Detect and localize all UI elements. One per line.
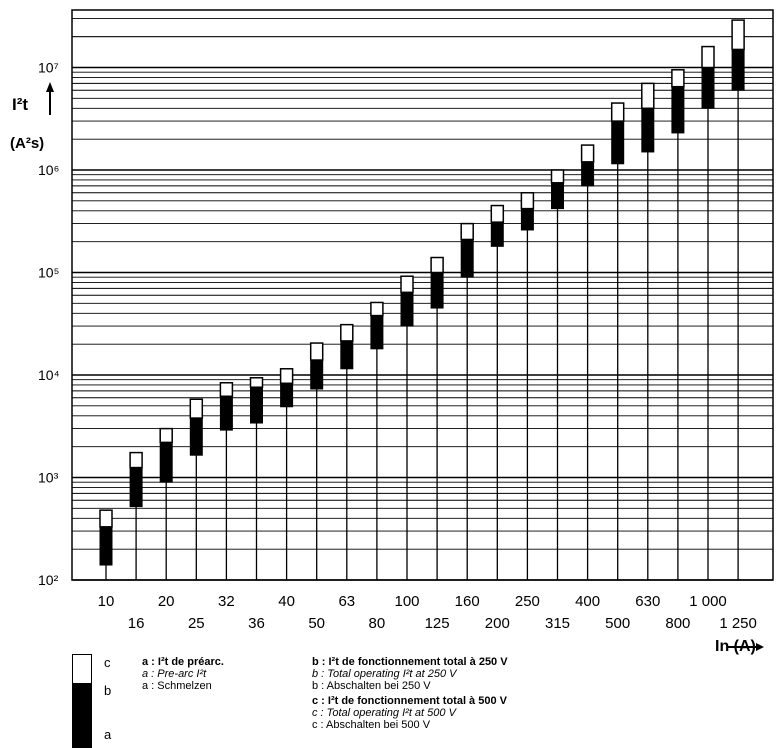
bar-c-50 [309,342,324,361]
bar-c-32 [219,382,234,398]
bar-ab-200 [490,221,504,247]
legend-col-a: a : I²t de préarc. a : Pre-arc I²t a : S… [142,656,224,692]
legend-b-en: b : Total operating I²t at 250 V [312,668,457,680]
bar-ab-1250 [731,48,745,91]
x-tick-label-lower: 16 [128,615,145,632]
x-tick-label-lower: 1 250 [719,615,757,632]
x-tick-label-upper: 32 [218,593,235,610]
bar-c-10 [99,509,113,528]
bar-ab-800 [671,86,685,134]
bar-ab-125 [430,272,444,309]
bar-c-125 [430,256,444,274]
y-tick-label: 10⁴ [38,367,60,383]
bar-c-1000 [701,45,715,69]
bar-c-160 [460,222,474,241]
chart-y-ticks: 10² 10³ 10⁴ 10⁵ 10⁶ 10⁷ [38,60,60,589]
legend-symbol [72,654,92,748]
legend-a-de: a : Schmelzen [142,680,212,692]
x-tick-label-upper: 10 [98,593,115,610]
bar-ab-315 [551,182,564,210]
y-tick-label: 10² [38,572,59,588]
bar-c-630 [641,82,655,110]
bar-ab-1000 [701,67,715,109]
legend-b-de: b : Abschalten bei 250 V [312,680,431,692]
x-tick-label-lower: 500 [605,615,630,632]
y-tick-label: 10⁶ [38,162,59,178]
x-axis-arrow-icon [728,643,764,651]
legend-a-fr: a : I²t de préarc. [142,656,224,668]
x-tick-label-upper: 63 [338,593,355,610]
bar-c-400 [580,144,595,163]
bar-ab-250 [520,208,534,231]
x-tick-label-upper: 400 [575,593,600,610]
chart-bars [99,19,745,580]
bar-c-500 [610,102,625,122]
bar-c-1250 [731,19,745,51]
x-tick-label-upper: 100 [394,593,419,610]
bar-ab-36 [250,386,263,424]
bar-c-36 [249,377,264,388]
y-axis-label-main: I²t [12,95,28,114]
legend-label-a: a [104,727,112,742]
x-tick-label-lower: 800 [665,615,690,632]
legend-label-b: b [104,683,112,698]
bar-ab-100 [400,291,414,327]
y-tick-label: 10³ [38,470,59,486]
x-tick-label-upper: 250 [515,593,540,610]
legend-col-bc: b : I²t de fonctionnement total à 250 V … [312,656,508,731]
legend-c-de: c : Abschalten bei 500 V [312,719,431,731]
legend-c-fr: c : I²t de fonctionnement total à 500 V [312,695,507,707]
legend-a-en: a : Pre-arc I²t [142,668,207,680]
y-axis-label-unit: (A²s) [10,135,44,152]
bar-c-16 [129,451,143,469]
bar-c-40 [279,368,294,385]
bar-ab-80 [370,315,384,350]
legend-c-en: c : Total operating I²t at 500 V [312,707,456,719]
bar-ab-32 [219,395,233,431]
bar-ab-160 [460,238,474,278]
chart-x-labels: 10 20 32 40 63 100 160 250 400 630 1 000 16 25 36 50 80… [98,593,757,632]
bar-ab-50 [310,359,324,390]
x-tick-label-lower: 25 [188,615,205,632]
legend-b-fr: b : I²t de fonctionnement total à 250 V [312,656,508,668]
bar-ab-630 [641,107,655,153]
x-tick-label-upper: 160 [455,593,480,610]
bar-ab-20 [159,441,173,483]
x-tick-label-lower: 50 [308,615,325,632]
x-tick-label-upper: 40 [278,593,295,610]
bar-c-63 [340,323,354,342]
bar-c-20 [159,427,173,444]
legend-symbol-c [73,655,91,683]
x-tick-label-upper: 630 [635,593,660,610]
y-tick-label: 10⁷ [38,60,59,76]
x-tick-label-lower: 315 [545,615,570,632]
bar-c-200 [490,204,505,223]
y-axis-arrow-icon [46,82,54,115]
x-tick-label-lower: 80 [369,615,386,632]
bar-c-315 [550,169,565,184]
bar-ab-10 [99,526,113,566]
x-tick-label-upper: 1 000 [689,593,727,610]
bar-ab-500 [611,120,625,165]
bar-ab-40 [280,382,294,408]
x-tick-label-lower: 125 [425,615,450,632]
bar-ab-400 [581,161,595,187]
bar-ab-25 [189,417,203,456]
bar-ab-63 [340,340,354,370]
x-tick-label-lower: 36 [248,615,265,632]
bar-c-80 [370,301,384,317]
bar-c-100 [400,275,414,294]
bar-c-25 [189,398,204,419]
chart-grid [71,9,774,581]
x-tick-label-lower: 200 [485,615,510,632]
legend-symbol-ab [73,683,91,747]
bar-c-250 [520,191,535,210]
legend-label-c: c [104,655,111,670]
bar-c-800 [671,69,685,88]
x-tick-label-upper: 20 [158,593,175,610]
y-tick-label: 10⁵ [38,265,59,281]
bar-ab-16 [129,467,143,508]
